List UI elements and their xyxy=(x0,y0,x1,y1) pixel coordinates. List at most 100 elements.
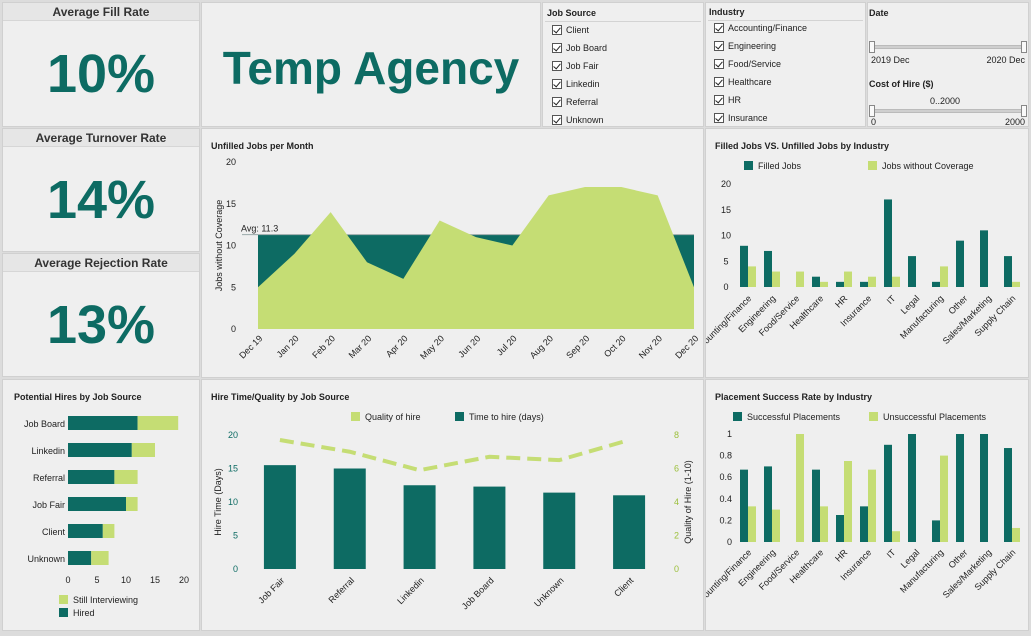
y-tick-label: 0 xyxy=(727,537,732,547)
y-tick-label: 5 xyxy=(723,256,728,266)
y-tick-label: Referral xyxy=(33,473,65,483)
filter-title: Job Source xyxy=(547,8,597,18)
bar-successful-placements xyxy=(812,469,820,542)
checkbox-checked-icon[interactable] xyxy=(714,59,724,69)
filter-option-food-service[interactable]: Food/Service xyxy=(714,59,781,69)
filter-option-label: Linkedin xyxy=(566,79,600,89)
bar-filled-jobs xyxy=(980,230,988,287)
x-tick-label: Sep 20 xyxy=(564,333,591,360)
average-label: Avg: 11.3 xyxy=(241,224,278,234)
filter-option-referral[interactable]: Referral xyxy=(552,97,598,107)
filter-option-job-fair[interactable]: Job Fair xyxy=(552,61,599,71)
checkbox-checked-icon[interactable] xyxy=(552,43,562,53)
y-tick-label: 15 xyxy=(226,199,236,209)
x-tick-label: Dec 19 xyxy=(237,333,264,360)
bar-unsuccessful-placements xyxy=(820,506,828,542)
checkbox-checked-icon[interactable] xyxy=(714,77,724,87)
filter-option-engineering[interactable]: Engineering xyxy=(714,41,776,51)
bar-time-to-hire xyxy=(473,486,506,569)
y-tick-label: 20 xyxy=(226,157,236,167)
date-slider-max-handle[interactable] xyxy=(1021,41,1027,53)
checkbox-checked-icon[interactable] xyxy=(552,79,562,89)
bar-successful-placements xyxy=(980,434,988,542)
bar-unsuccessful-placements xyxy=(772,509,780,542)
y-tick-label: 5 xyxy=(231,282,236,292)
bar-successful-placements xyxy=(740,469,748,542)
legend-swatch xyxy=(59,608,68,617)
bar-jobs-without-coverage xyxy=(820,281,828,287)
checkbox-checked-icon[interactable] xyxy=(714,41,724,51)
cost-min-label: 0 xyxy=(871,117,877,127)
legend-swatch xyxy=(744,161,753,170)
filter-option-unknown[interactable]: Unknown xyxy=(552,115,604,125)
checkbox-checked-icon[interactable] xyxy=(552,115,562,125)
bar-successful-placements xyxy=(956,434,964,542)
cost-slider-min-handle[interactable] xyxy=(869,105,875,117)
filter-option-label: Job Board xyxy=(566,43,608,53)
bar-filled-jobs xyxy=(932,281,940,287)
chart-title: Potential Hires by Job Source xyxy=(14,392,142,402)
bar-time-to-hire xyxy=(263,465,296,569)
filter-option-healthcare[interactable]: Healthcare xyxy=(714,77,772,87)
bar-filled-jobs xyxy=(908,256,916,287)
checkbox-checked-icon[interactable] xyxy=(552,97,562,107)
brand-title: Temp Agency xyxy=(222,42,520,94)
bar-hired xyxy=(68,470,115,484)
bar-successful-placements xyxy=(860,506,868,542)
y-tick-label: 1 xyxy=(727,429,732,439)
x-tick-label: HR xyxy=(833,293,850,310)
legend-swatch xyxy=(733,412,742,421)
filter-option-accounting-finance[interactable]: Accounting/Finance xyxy=(714,23,807,33)
bar-still-interviewing xyxy=(114,470,138,484)
bar-filled-jobs xyxy=(812,276,820,287)
checkbox-checked-icon[interactable] xyxy=(552,25,562,35)
filter-option-label: Insurance xyxy=(728,113,768,123)
bar-successful-placements xyxy=(932,520,940,542)
bar-filled-jobs xyxy=(836,281,844,287)
y-tick-label: 20 xyxy=(228,430,238,440)
kpi-value: 13% xyxy=(46,295,156,355)
legend-swatch xyxy=(455,412,464,421)
y-tick-label: 0.2 xyxy=(719,515,732,525)
bar-filled-jobs xyxy=(764,250,772,287)
date-slider-min-handle[interactable] xyxy=(869,41,875,53)
checkbox-checked-icon[interactable] xyxy=(714,95,724,105)
cost-slider-max-handle[interactable] xyxy=(1021,105,1027,117)
date-min-label: 2019 Dec xyxy=(871,55,910,65)
filter-option-job-board[interactable]: Job Board xyxy=(552,43,607,53)
y-tick-label: Client xyxy=(42,527,66,537)
filled-vs-unfilled-panel: Filled Jobs VS. Unfilled Jobs by Industr… xyxy=(705,128,1029,378)
filter-option-insurance[interactable]: Insurance xyxy=(714,113,768,123)
filter-option-linkedin[interactable]: Linkedin xyxy=(552,79,600,89)
x-tick-label: 15 xyxy=(150,575,160,585)
y-tick-label: 10 xyxy=(228,497,238,507)
cost-slider-track[interactable] xyxy=(872,109,1026,113)
x-tick-label: Apr 20 xyxy=(384,333,410,359)
filter-option-hr[interactable]: HR xyxy=(714,95,741,105)
bar-time-to-hire xyxy=(543,492,576,569)
checkbox-checked-icon[interactable] xyxy=(714,23,724,33)
x-tick-label: Linkedin xyxy=(395,575,426,606)
line-quality-of-hire xyxy=(279,438,630,473)
filter-option-label: Engineering xyxy=(728,41,777,51)
bar-jobs-without-coverage xyxy=(844,271,852,287)
bar-filled-jobs xyxy=(860,281,868,287)
x-tick-label: May 20 xyxy=(418,333,446,361)
checkbox-checked-icon[interactable] xyxy=(552,61,562,71)
x-tick-label: 20 xyxy=(179,575,189,585)
legend-label: Unsuccessful Placements xyxy=(883,412,987,422)
chart-title: Filled Jobs VS. Unfilled Jobs by Industr… xyxy=(715,141,890,151)
bar-unsuccessful-placements xyxy=(1012,527,1020,542)
checkbox-checked-icon[interactable] xyxy=(714,113,724,123)
bar-jobs-without-coverage xyxy=(940,266,948,287)
bar-jobs-without-coverage xyxy=(868,276,876,287)
y-tick-label: 15 xyxy=(228,464,238,474)
filter-option-client[interactable]: Client xyxy=(552,25,589,35)
cost-filter-title: Cost of Hire ($) xyxy=(869,79,934,89)
kpi-turnover-rate: Average Turnover Rate 14% xyxy=(2,128,200,252)
kpi-title: Average Fill Rate xyxy=(3,3,199,21)
date-slider-track[interactable] xyxy=(872,45,1026,49)
bar-time-to-hire xyxy=(333,468,366,569)
chart-title: Placement Success Rate by Industry xyxy=(715,392,873,402)
y-tick-label: 10 xyxy=(721,231,731,241)
